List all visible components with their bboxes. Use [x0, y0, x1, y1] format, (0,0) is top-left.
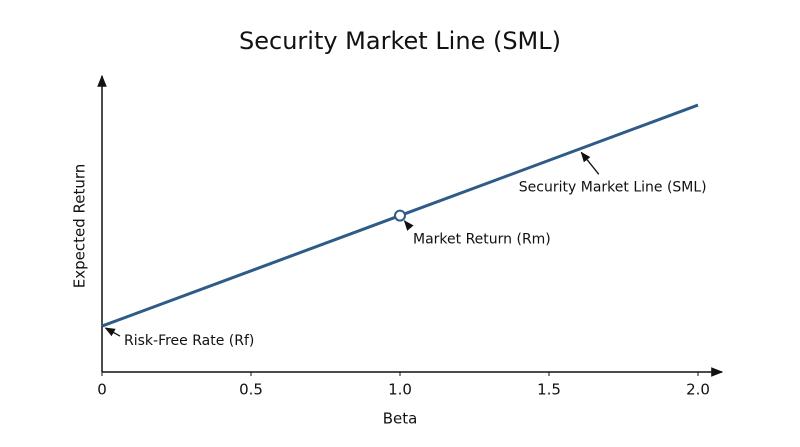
x-tick-label: 1.0 [388, 381, 412, 399]
annotation-arrow [403, 220, 414, 231]
chart-title: Security Market Line (SML) [239, 27, 561, 55]
market-point [394, 209, 406, 222]
annotation-arrow [580, 151, 600, 175]
x-tick-label: 1.5 [537, 381, 561, 399]
annotation-label: Market Return (Rm) [413, 232, 551, 248]
annotation-label: Security Market Line (SML) [519, 179, 707, 195]
x-tick-label: 0.5 [239, 381, 263, 399]
annotation-arrow [104, 327, 121, 337]
y-axis-label: Expected Return [71, 164, 89, 289]
x-axis-label: Beta [383, 410, 418, 428]
x-tick-label: 2.0 [686, 381, 710, 399]
annotation-label: Risk-Free Rate (Rf) [124, 333, 254, 349]
x-tick-label: 0 [97, 381, 107, 399]
